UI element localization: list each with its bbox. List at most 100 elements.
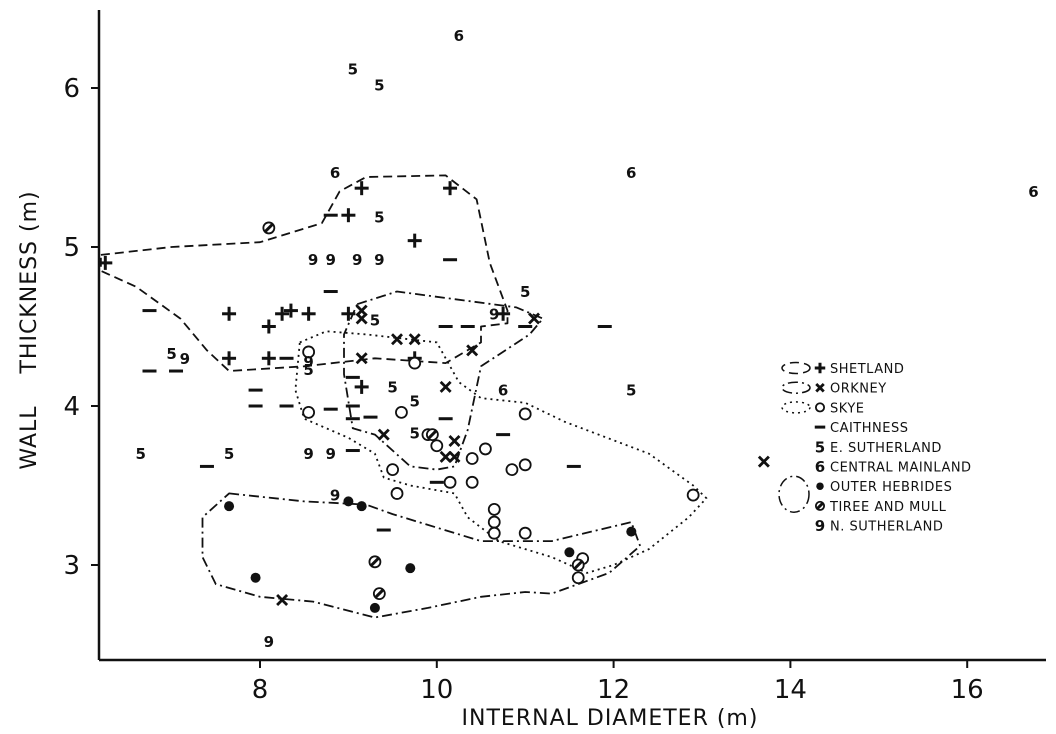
legend-item-n-sutherland: 9 N. SUTHERLAND: [815, 517, 943, 535]
point-tiree-and-mull: [262, 221, 276, 235]
point-e-sutherland: 5: [348, 60, 358, 78]
point-orkney: [448, 434, 461, 447]
legend-label: OUTER HEBRIDES: [830, 480, 952, 495]
point-e-sutherland: 5: [166, 345, 176, 363]
point-orkney: [391, 333, 404, 346]
point-skye: [465, 475, 479, 489]
svg-text:9: 9: [264, 633, 274, 651]
legend-outline-swatch: [781, 381, 811, 394]
x-tick-label: 8: [252, 675, 269, 705]
svg-text:5: 5: [374, 208, 384, 226]
point-central-mainland: 6: [498, 382, 508, 400]
svg-text:5: 5: [815, 438, 825, 456]
legend-item-caithness: CAITHNESS: [814, 421, 908, 436]
axis-ticks: 8 10 12 14 16 3 4 5 6: [63, 74, 983, 705]
point-n-sutherland: 9: [326, 251, 336, 269]
region-orkney: [343, 290, 544, 471]
point-skye: [505, 463, 519, 477]
svg-text:9: 9: [352, 251, 362, 269]
point-outer-hebrides: [343, 496, 354, 507]
legend-label: E. SUTHERLAND: [830, 441, 942, 456]
point-e-sutherland: 5: [520, 283, 530, 301]
legend-marker-e-sutherland: 5: [815, 438, 825, 456]
svg-text:6: 6: [1028, 183, 1038, 201]
x-tick-label: 12: [597, 675, 630, 705]
point-n-sutherland: 9: [180, 350, 190, 368]
point-n-sutherland: 9: [326, 445, 336, 463]
point-e-sutherland: 5: [409, 393, 419, 411]
point-shetland: [275, 306, 290, 321]
svg-text:9: 9: [489, 305, 499, 323]
point-skye: [487, 515, 501, 529]
point-e-sutherland: 5: [224, 445, 234, 463]
legend-item-shetland: SHETLAND: [781, 361, 904, 377]
region-skye: [294, 330, 708, 574]
point-tiree-and-mull: [425, 428, 439, 442]
legend-label: SHETLAND: [830, 362, 904, 377]
point-outer-hebrides: [626, 526, 637, 537]
svg-text:5: 5: [166, 345, 176, 363]
svg-text:5: 5: [303, 361, 313, 379]
point-shetland: [222, 306, 237, 321]
point-orkney: [355, 312, 368, 325]
point-shetland: [283, 303, 298, 318]
legend-marker-outer-hebrides: [816, 482, 824, 490]
legend-item-orkney: ORKNEY: [781, 381, 886, 397]
point-shetland: [354, 379, 369, 394]
point-shetland: [341, 208, 356, 223]
svg-text:5: 5: [224, 445, 234, 463]
point-e-sutherland: 5: [370, 312, 380, 330]
x-tick-label: 16: [951, 675, 984, 705]
point-shetland: [341, 306, 356, 321]
point-n-sutherland: 9: [303, 445, 313, 463]
legend-item-outer-hebrides: OUTER HEBRIDES: [778, 475, 952, 513]
point-orkney: [276, 593, 289, 606]
point-orkney: [355, 352, 368, 365]
point-central-mainland: 6: [330, 164, 340, 182]
x-tick-label: 10: [420, 675, 453, 705]
point-shetland: [407, 233, 422, 248]
point-n-sutherland: 9: [264, 633, 274, 651]
point-skye: [465, 452, 479, 465]
legend-label: CAITHNESS: [830, 421, 908, 436]
legend-label: SKYE: [830, 401, 864, 416]
point-skye: [395, 405, 408, 419]
point-n-sutherland: 9: [308, 251, 318, 269]
legend-marker-orkney: [815, 382, 825, 393]
svg-text:6: 6: [498, 382, 508, 400]
svg-text:6: 6: [626, 164, 636, 182]
legend-marker-tiree-and-mull: [814, 500, 826, 511]
y-axis-title: WALL THICKNESS (m): [17, 190, 42, 469]
point-shetland: [354, 181, 369, 196]
point-orkney: [466, 344, 479, 357]
point-skye: [571, 571, 585, 585]
point-skye: [686, 488, 700, 502]
point-skye: [518, 458, 532, 472]
y-tick-label: 5: [63, 233, 80, 263]
point-outer-hebrides: [564, 547, 575, 558]
legend-marker-skye: [814, 402, 826, 413]
point-skye: [430, 439, 444, 453]
point-tiree-and-mull: [368, 555, 382, 569]
svg-text:5: 5: [135, 445, 145, 463]
legend-item-central-mainland: 6 CENTRAL MAINLAND: [815, 458, 971, 476]
svg-text:9: 9: [330, 487, 340, 505]
axes: [97, 10, 1046, 662]
svg-text:5: 5: [409, 425, 419, 443]
point-shetland: [301, 306, 316, 321]
legend-outline-swatch: [781, 401, 811, 414]
point-e-sutherland: 5: [387, 378, 397, 396]
point-e-sutherland: 5: [409, 425, 419, 443]
legend-label: TIREE AND MULL: [829, 500, 947, 515]
point-skye: [518, 526, 532, 540]
legend-marker-shetland: [814, 362, 826, 374]
point-orkney: [757, 455, 770, 468]
point-outer-hebrides: [356, 501, 367, 512]
point-outer-hebrides: [224, 501, 235, 512]
svg-text:6: 6: [330, 164, 340, 182]
point-central-mainland: 6: [1028, 183, 1038, 201]
point-shetland: [261, 351, 276, 366]
svg-text:9: 9: [374, 251, 384, 269]
svg-text:6: 6: [454, 27, 464, 45]
